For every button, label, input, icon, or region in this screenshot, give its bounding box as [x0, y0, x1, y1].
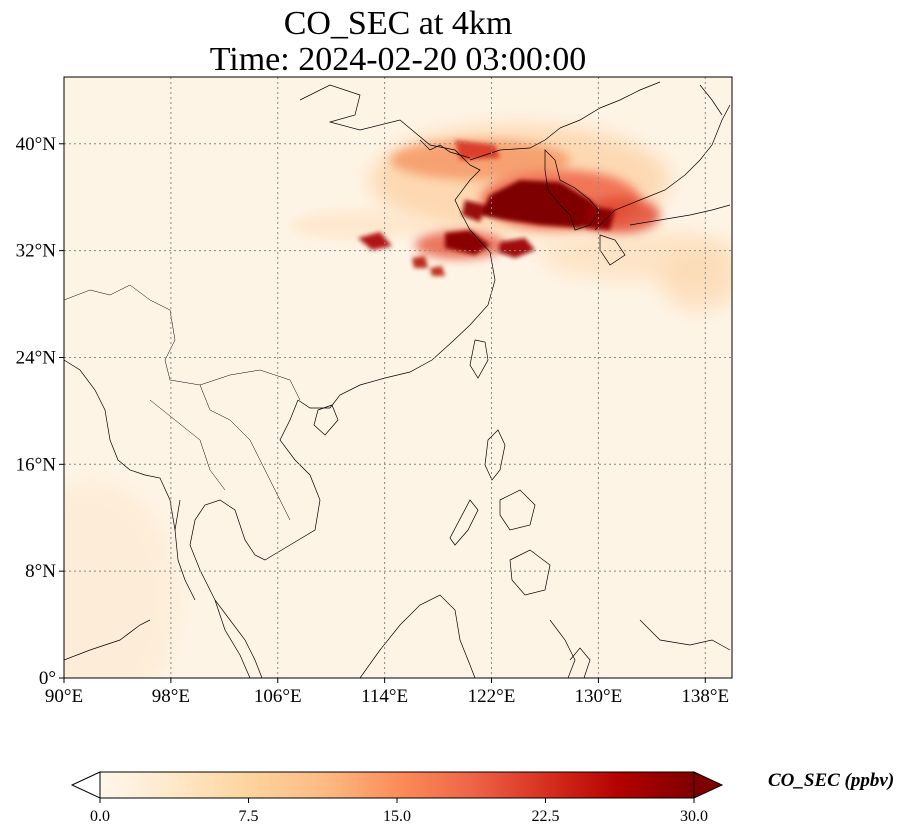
lon-tick-label: 106°E — [254, 686, 302, 707]
coastlines — [64, 81, 731, 678]
colorbar-tick-label: 0.0 — [90, 808, 110, 825]
colorbar-extend-min — [70, 771, 101, 799]
lon-tick-label: 122°E — [468, 686, 516, 707]
colorbar-gradient — [100, 772, 694, 798]
lon-tick-label: 114°E — [361, 686, 408, 707]
lon-tick-label: 138°E — [681, 686, 729, 707]
lat-tick-label: 16°N — [16, 454, 57, 475]
map-title-line1: CO_SEC at 4km — [283, 5, 513, 42]
longitude-ticks: 90°E 98°E 106°E 114°E 122°E 130°E 138°E — [45, 678, 729, 707]
lon-tick-label: 130°E — [575, 686, 623, 707]
lat-tick-label: 8°N — [25, 561, 56, 582]
map-title-line2: Time: 2024-02-20 03:00:00 — [209, 41, 587, 78]
colorbar-tick-label: 15.0 — [383, 808, 411, 825]
lat-tick-label: 0° — [39, 668, 56, 689]
colorbar-tick-label: 30.0 — [680, 808, 708, 825]
colorbar: 0.0 7.5 15.0 22.5 30.0 — [70, 771, 724, 825]
colorbar-extend-max — [693, 771, 724, 799]
lon-tick-label: 90°E — [45, 686, 83, 707]
lat-tick-label: 24°N — [16, 347, 57, 368]
map-frame — [63, 76, 733, 679]
colorbar-tick-label: 7.5 — [239, 808, 259, 825]
lon-tick-label: 98°E — [152, 686, 190, 707]
colorbar-tick-label: 22.5 — [532, 808, 560, 825]
lat-tick-label: 32°N — [16, 241, 57, 262]
latitude-ticks: 0° 8°N 16°N 24°N 32°N 40°N — [16, 134, 64, 689]
colorbar-title: CO_SEC (ppbv) — [768, 770, 895, 791]
co-concentration-field — [64, 77, 732, 678]
lat-tick-label: 40°N — [16, 134, 57, 155]
